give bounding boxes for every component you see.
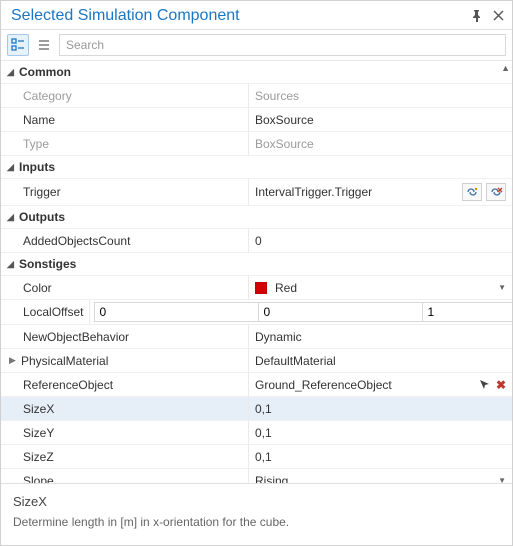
row-color: Color Red ▼ <box>1 276 512 300</box>
description-text: Determine length in [m] in x-orientation… <box>13 515 500 529</box>
link-signal-button[interactable] <box>462 183 482 201</box>
label-trigger: Trigger <box>1 179 249 205</box>
label-color: Color <box>1 276 249 299</box>
section-inputs-label: Inputs <box>19 160 55 174</box>
label-sizez: SizeZ <box>1 445 249 468</box>
row-referenceobject: ReferenceObject Ground_ReferenceObject ✖ <box>1 373 512 397</box>
value-name[interactable]: BoxSource <box>249 108 512 131</box>
value-sizey[interactable]: 0,1 <box>249 421 512 444</box>
value-sizez[interactable]: 0,1 <box>249 445 512 468</box>
search-input[interactable] <box>59 34 506 56</box>
row-sizez: SizeZ 0,1 <box>1 445 512 469</box>
collapse-icon: ◢ <box>7 67 19 78</box>
section-common[interactable]: ◢ Common <box>1 61 512 84</box>
label-sizex: SizeX <box>1 397 249 420</box>
label-referenceobject: ReferenceObject <box>1 373 249 396</box>
value-sizex[interactable]: 0,1 <box>249 397 512 420</box>
label-sizey: SizeY <box>1 421 249 444</box>
section-common-label: Common <box>19 65 71 79</box>
row-trigger: Trigger IntervalTrigger.Trigger <box>1 179 512 206</box>
toolbar <box>1 30 512 61</box>
section-other[interactable]: ◢ Sonstiges <box>1 253 512 276</box>
row-category: Category Sources <box>1 84 512 108</box>
collapse-icon: ◢ <box>7 259 19 270</box>
titlebar-controls <box>471 10 504 22</box>
value-referenceobject[interactable]: Ground_ReferenceObject ✖ <box>249 373 512 396</box>
collapse-icon: ◢ <box>7 162 19 173</box>
dropdown-icon[interactable]: ▼ <box>498 476 506 484</box>
scroll-up-icon[interactable]: ▲ <box>501 63 510 73</box>
row-localoffset: LocalOffset Pick <box>1 300 512 325</box>
clear-object-icon[interactable]: ✖ <box>496 378 506 392</box>
section-other-label: Sonstiges <box>19 257 76 271</box>
localoffset-x-input[interactable] <box>94 302 258 322</box>
panel-titlebar: Selected Simulation Component <box>1 1 512 30</box>
row-slope: Slope Rising ▼ <box>1 469 512 484</box>
collapse-icon: ◢ <box>7 212 19 223</box>
view-alphabetical-button[interactable] <box>33 34 55 56</box>
referenceobject-text: Ground_ReferenceObject <box>255 378 392 392</box>
row-sizey: SizeY 0,1 <box>1 421 512 445</box>
description-title: SizeX <box>13 494 500 509</box>
pin-icon[interactable] <box>471 10 483 22</box>
pick-object-icon[interactable] <box>478 378 492 392</box>
value-localoffset: Pick <box>90 300 512 324</box>
panel-title: Selected Simulation Component <box>11 7 471 25</box>
value-type: BoxSource <box>249 132 512 155</box>
value-newobjectbehavior[interactable]: Dynamic <box>249 325 512 348</box>
localoffset-y-input[interactable] <box>258 302 422 322</box>
label-category: Category <box>1 84 249 107</box>
label-type: Type <box>1 132 249 155</box>
section-outputs[interactable]: ◢ Outputs <box>1 206 512 229</box>
label-physicalmaterial: ▶ PhysicalMaterial <box>1 349 249 372</box>
close-icon[interactable] <box>493 10 504 22</box>
label-name: Name <box>1 108 249 131</box>
row-sizex[interactable]: SizeX 0,1 <box>1 397 512 421</box>
row-newobjectbehavior: NewObjectBehavior Dynamic <box>1 325 512 349</box>
value-physicalmaterial[interactable]: DefaultMaterial <box>249 349 512 372</box>
section-inputs[interactable]: ◢ Inputs <box>1 156 512 179</box>
value-trigger[interactable]: IntervalTrigger.Trigger <box>249 179 512 205</box>
row-name: Name BoxSource <box>1 108 512 132</box>
color-swatch <box>255 282 267 294</box>
row-physicalmaterial: ▶ PhysicalMaterial DefaultMaterial <box>1 349 512 373</box>
expand-icon[interactable]: ▶ <box>9 355 21 366</box>
trigger-text: IntervalTrigger.Trigger <box>255 185 372 199</box>
row-addedobjectscount: AddedObjectsCount 0 <box>1 229 512 253</box>
label-localoffset: LocalOffset <box>1 300 90 324</box>
color-text: Red <box>275 281 297 295</box>
property-grid: ▲ ◢ Common Category Sources Name BoxSour… <box>1 61 512 484</box>
view-categorized-button[interactable] <box>7 34 29 56</box>
label-slope: Slope <box>1 469 249 484</box>
value-color[interactable]: Red ▼ <box>249 276 512 299</box>
dropdown-icon[interactable]: ▼ <box>498 283 506 292</box>
section-outputs-label: Outputs <box>19 210 65 224</box>
row-type: Type BoxSource <box>1 132 512 156</box>
localoffset-z-input[interactable] <box>422 302 512 322</box>
value-category: Sources <box>249 84 512 107</box>
value-slope[interactable]: Rising ▼ <box>249 469 512 484</box>
label-addedobjectscount: AddedObjectsCount <box>1 229 249 252</box>
unlink-signal-button[interactable] <box>486 183 506 201</box>
description-panel: SizeX Determine length in [m] in x-orien… <box>1 484 512 545</box>
slope-text: Rising <box>255 474 288 485</box>
value-addedobjectscount[interactable]: 0 <box>249 229 512 252</box>
label-newobjectbehavior: NewObjectBehavior <box>1 325 249 348</box>
